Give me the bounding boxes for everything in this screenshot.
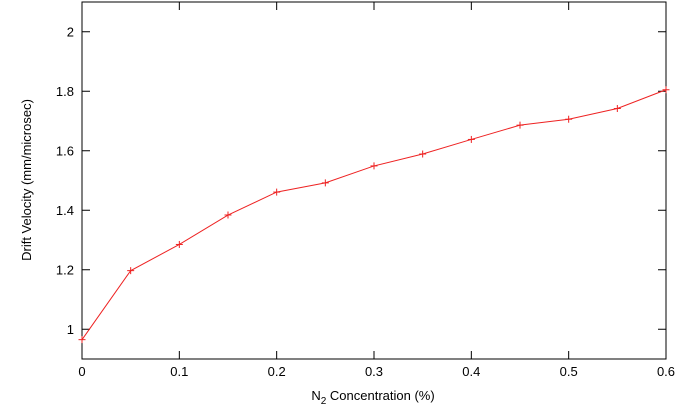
series-drift-velocity [78, 86, 670, 344]
data-point-marker [516, 121, 524, 129]
x-tick-label: 0.5 [560, 364, 578, 379]
y-tick-label: 1.6 [56, 143, 74, 158]
x-axis-title-main: N [311, 388, 320, 403]
x-tick-label: 0.3 [365, 364, 383, 379]
series-line [81, 89, 667, 340]
data-point-marker [613, 105, 621, 113]
x-axis-title: N2 Concentration (%) [311, 388, 434, 407]
data-point-marker [662, 86, 670, 94]
y-tick-label: 2 [67, 24, 74, 39]
data-point-marker [467, 135, 475, 143]
y-tick-label: 1.4 [56, 203, 74, 218]
data-point-marker [565, 115, 573, 123]
x-axis-title-rest: Concentration (%) [326, 388, 434, 403]
axis-ticks [81, 2, 667, 359]
y-tick-label: 1.2 [56, 262, 74, 277]
x-axis-title-subscript: 2 [321, 396, 327, 407]
data-point-marker [175, 240, 183, 248]
y-tick-label: 1 [67, 322, 74, 337]
data-point-marker [370, 162, 378, 170]
x-tick-label: 0 [78, 364, 85, 379]
plot-area [81, 1, 667, 360]
x-tick-label: 0.2 [268, 364, 286, 379]
plot-frame [81, 1, 667, 360]
y-tick-label: 1.8 [56, 84, 74, 99]
y-axis-title: Drift Velocity (mm/microsec) [19, 99, 34, 261]
data-point-marker [321, 179, 329, 187]
tick-labels: 0 0.1 0.2 0.3 0.4 0.5 0.6 1 1.2 1.4 1.6 1.8 2 [56, 24, 675, 379]
data-point-marker [127, 267, 135, 275]
data-point-marker [224, 211, 232, 219]
data-point-marker [273, 188, 281, 196]
x-tick-label: 0.6 [657, 364, 675, 379]
x-tick-label: 0.1 [170, 364, 188, 379]
x-tick-label: 0.4 [462, 364, 480, 379]
data-point-marker [419, 150, 427, 158]
data-point-marker [78, 336, 86, 344]
